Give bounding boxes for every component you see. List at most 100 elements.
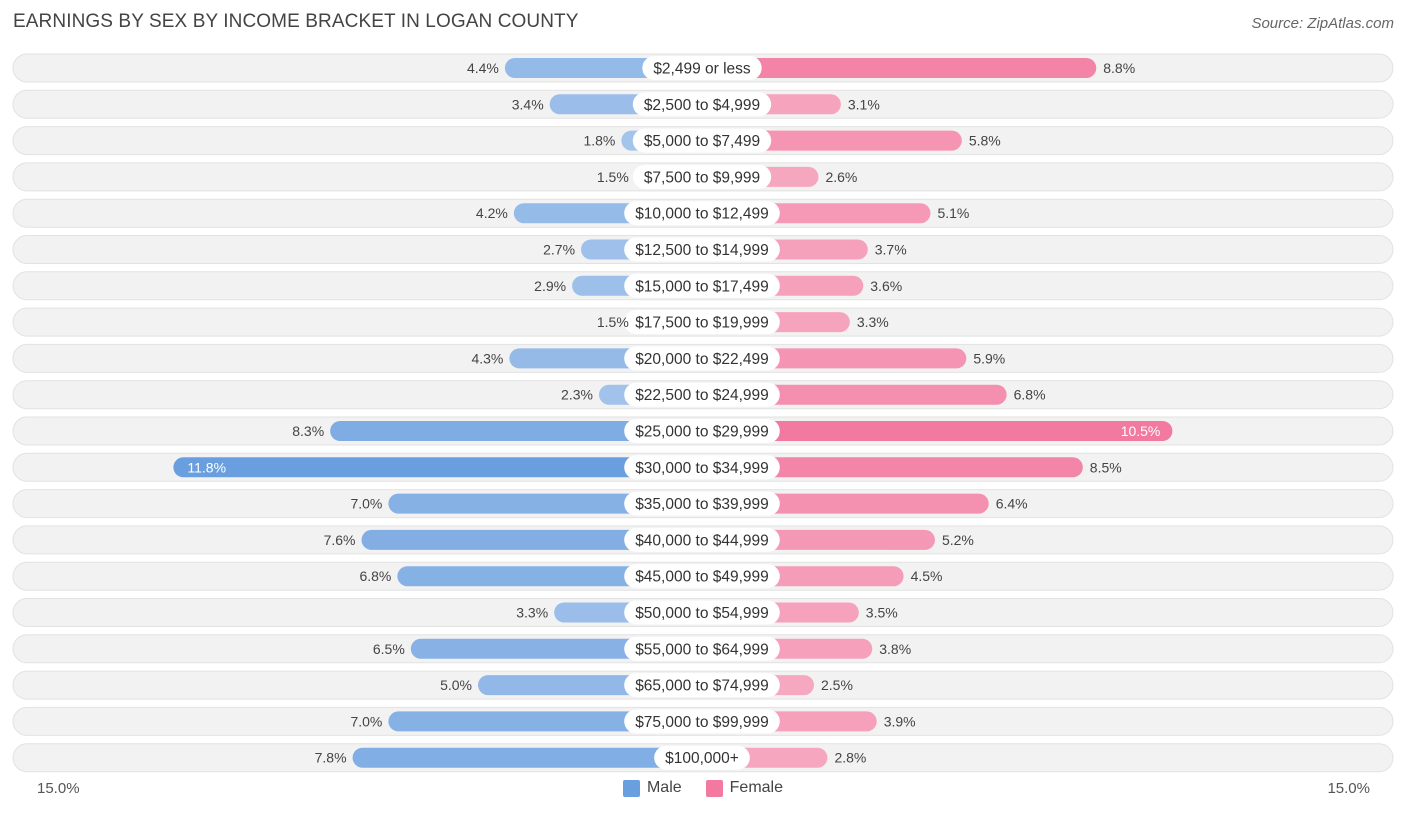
category-label: $65,000 to $74,999 [635,678,769,695]
female-value-label: 8.8% [1103,60,1135,76]
male-value-label: 2.7% [543,242,575,258]
category-pill [624,527,780,552]
category-pill [632,164,772,189]
category-pill [624,491,780,516]
category-pill [624,310,780,335]
female-value-label: 6.4% [996,496,1028,512]
female-value-label: 3.8% [879,641,911,657]
legend-item-male[interactable]: Male [622,779,682,797]
category-label: $12,500 to $14,999 [635,242,769,259]
female-bar[interactable] [702,421,1173,441]
male-value-label: 2.3% [561,387,593,403]
chart-area: $2,499 or less 4.4% 8.8% $2,500 to $4,999 3.… [12,53,1394,773]
female-bar[interactable] [702,58,1097,78]
category-label: $20,000 to $22,499 [635,351,769,368]
category-pill [624,709,780,734]
male-value-label: 8.3% [292,423,324,439]
male-value-label: 3.3% [516,605,548,621]
male-value-label: 5.0% [440,677,472,693]
category-pill [632,128,772,153]
bar-row: $7,500 to $9,999 1.5% 2.6% [12,162,1394,192]
male-value-label: 4.2% [476,205,508,221]
category-label: $100,000+ [665,750,739,767]
male-bar[interactable] [388,493,702,514]
bar-row: $55,000 to $64,999 6.5% 3.8% [12,634,1394,664]
category-label: $2,499 or less [653,61,751,78]
legend: Male Female [0,779,1406,797]
bar-row: $75,000 to $99,999 7.0% 3.9% [12,706,1394,736]
category-label: $10,000 to $12,499 [635,206,769,223]
chart-title: EARNINGS BY SEX BY INCOME BRACKET IN LOG… [13,11,579,32]
male-value-label: 1.8% [583,133,615,149]
female-value-label: 3.5% [866,605,898,621]
category-pill [654,745,750,770]
male-value-label: 3.4% [512,96,544,112]
category-label: $45,000 to $49,999 [635,569,769,586]
category-pill [624,237,780,262]
male-bar[interactable] [330,421,702,441]
legend-label-male: Male [646,779,682,796]
bar-row: $25,000 to $29,999 8.3% 10.5% [12,416,1394,446]
male-value-label: 4.4% [467,60,499,76]
category-pill [642,56,762,80]
female-value-label: 2.6% [825,169,857,185]
category-label: $5,000 to $7,499 [644,133,760,150]
female-value-label: 3.6% [870,278,902,294]
female-value-label: 8.5% [1090,459,1122,475]
bar-row: $12,500 to $14,999 2.7% 3.7% [12,235,1394,264]
category-label: $22,500 to $24,999 [635,387,769,404]
category-label: $7,500 to $9,999 [644,169,760,186]
female-value-label: 3.3% [857,314,889,330]
female-bar[interactable] [702,457,1083,478]
legend-item-female[interactable]: Female [705,779,784,797]
category-pill [624,346,780,371]
bar-row: $2,500 to $4,999 3.4% 3.1% [12,89,1394,119]
bar-row: $17,500 to $19,999 1.5% 3.3% [12,307,1394,337]
female-value-label: 5.8% [969,133,1001,149]
category-pill [624,419,780,443]
female-value-label: 5.9% [973,350,1005,366]
female-value-label: 2.5% [821,677,853,693]
male-value-label: 7.0% [350,496,382,512]
category-pill [632,92,772,117]
male-value-label: 6.8% [359,568,391,584]
female-value-label: 2.8% [834,750,866,766]
male-bar[interactable] [361,529,702,550]
bar-row: $45,000 to $49,999 6.8% 4.5% [12,561,1394,591]
axis-right-label: 15.0% [1327,780,1370,797]
bar-row: $15,000 to $17,499 2.9% 3.6% [12,271,1394,301]
bar-row: $10,000 to $12,499 4.2% 5.1% [12,198,1394,228]
category-pill [624,600,780,625]
category-label: $75,000 to $99,999 [635,714,769,731]
male-value-label: 7.8% [315,750,347,766]
male-value-label: 6.5% [373,641,405,657]
male-bar[interactable] [173,457,703,478]
bar-row: $20,000 to $22,499 4.3% 5.9% [12,343,1394,373]
category-label: $2,500 to $4,999 [644,97,760,114]
male-bar[interactable] [352,747,702,768]
category-pill [624,382,780,407]
female-value-label: 4.5% [911,568,943,584]
legend-label-female: Female [729,779,784,796]
male-value-label: 7.6% [324,532,356,548]
male-value-label: 11.8% [187,459,226,475]
male-bar[interactable] [388,711,702,732]
category-label: $30,000 to $34,999 [635,460,769,477]
category-pill [624,564,780,589]
male-value-label: 1.5% [597,314,629,330]
bar-row: $22,500 to $24,999 2.3% 6.8% [12,380,1394,410]
category-pill [624,201,780,226]
female-value-label: 3.1% [848,96,880,112]
female-value-label: 5.1% [937,205,969,221]
female-value-label: 10.5% [1121,423,1161,439]
bar-row: $5,000 to $7,499 1.8% 5.8% [12,126,1394,156]
male-value-label: 7.0% [350,713,382,729]
category-label: $17,500 to $19,999 [635,315,769,332]
female-value-label: 5.2% [942,532,974,548]
bar-row: $35,000 to $39,999 7.0% 6.4% [12,489,1394,519]
category-pill [624,636,780,661]
bar-row: $65,000 to $74,999 5.0% 2.5% [12,670,1394,700]
legend-swatch-male [622,779,640,797]
category-label: $35,000 to $39,999 [635,496,769,513]
bar-row: $50,000 to $54,999 3.3% 3.5% [12,598,1394,627]
